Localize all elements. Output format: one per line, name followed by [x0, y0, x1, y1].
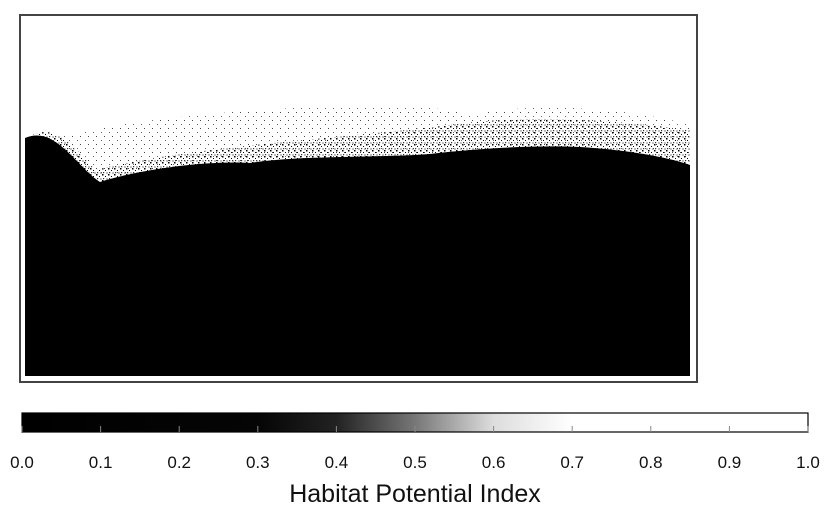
- x-tick-label: 0.2: [167, 453, 191, 472]
- low-habitat-area: [25, 135, 690, 376]
- colorbar-label: Habitat Potential Index: [289, 480, 541, 507]
- x-tick-label: 0.1: [89, 453, 113, 472]
- x-tick-label: 0.3: [246, 453, 270, 472]
- x-tick-label: 0.7: [560, 453, 584, 472]
- x-tick-label: 0.4: [325, 453, 349, 472]
- x-tick-label: 0.8: [639, 453, 663, 472]
- x-tick-label: 0.0: [10, 453, 34, 472]
- map-margin: [24, 376, 693, 380]
- map-panel: [19, 14, 698, 383]
- x-tick-label: 0.5: [403, 453, 427, 472]
- x-tick-label: 0.9: [718, 453, 742, 472]
- x-tick-label: 1.0: [796, 453, 820, 472]
- x-tick-label: 0.6: [482, 453, 506, 472]
